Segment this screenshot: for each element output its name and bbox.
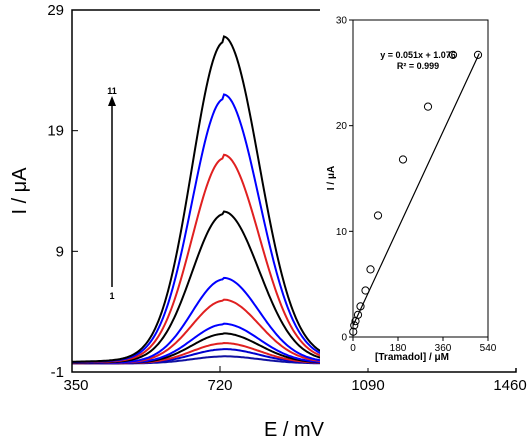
arrow-head <box>108 96 116 106</box>
inset-x-tick-label: 540 <box>480 343 497 354</box>
main-y-tick-label: 9 <box>56 243 64 260</box>
fit-r-squared: R² = 0.999 <box>397 61 439 71</box>
main-x-tick-label: 1460 <box>493 377 526 394</box>
calibration-points <box>349 50 483 336</box>
main-y-tick-label: -1 <box>51 364 64 381</box>
inset-x-tick-label: 360 <box>435 343 452 354</box>
arrow-label-end: 11 <box>107 86 117 96</box>
calibration-point <box>353 310 363 319</box>
calibration-point <box>448 50 458 59</box>
inset-x-axis-title: [Tramadol] / μM <box>375 352 449 363</box>
calibration-point <box>423 102 433 111</box>
inset-y-tick-label: 0 <box>341 333 347 344</box>
calibration-point <box>366 265 375 274</box>
fit-equation: y = 0.051x + 1.076 <box>380 50 456 60</box>
calibration-fit-line <box>352 53 480 326</box>
inset-y-axis-title: I / μA <box>326 166 337 190</box>
inset-x-tick-label: 180 <box>390 343 407 354</box>
inset-y-tick-label: 10 <box>336 227 348 238</box>
main-y-tick-label: 19 <box>47 123 64 140</box>
calibration-point <box>398 155 408 164</box>
inset-x-tick-label: 0 <box>350 343 356 354</box>
concentration-arrow: 11 1 <box>107 86 117 301</box>
calibration-point <box>361 286 370 295</box>
calibration-point <box>473 50 483 59</box>
inset-y-tick-label: 20 <box>336 121 348 132</box>
main-y-axis-title: I / μA <box>9 167 31 215</box>
arrow-label-start: 1 <box>109 291 114 301</box>
main-x-tick-label: 720 <box>207 377 232 394</box>
calibration-point <box>349 327 358 336</box>
calibration-point <box>350 321 359 330</box>
main-x-axis-title: E / mV <box>264 419 325 441</box>
calibration-point <box>356 302 365 311</box>
main-x-tick-label: 350 <box>63 377 88 394</box>
main-y-tick-label: 29 <box>47 2 64 19</box>
calibration-point <box>373 211 383 220</box>
inset-y-tick-label: 30 <box>336 16 348 27</box>
inset-plot-frame <box>352 19 489 338</box>
main-x-tick-label: 1090 <box>351 377 384 394</box>
inset-axis-ticks: 0 180 360 540 0 10 20 30 <box>336 16 497 355</box>
main-axis-ticks: 350 720 1090 1460 -1 9 19 29 <box>47 2 526 394</box>
